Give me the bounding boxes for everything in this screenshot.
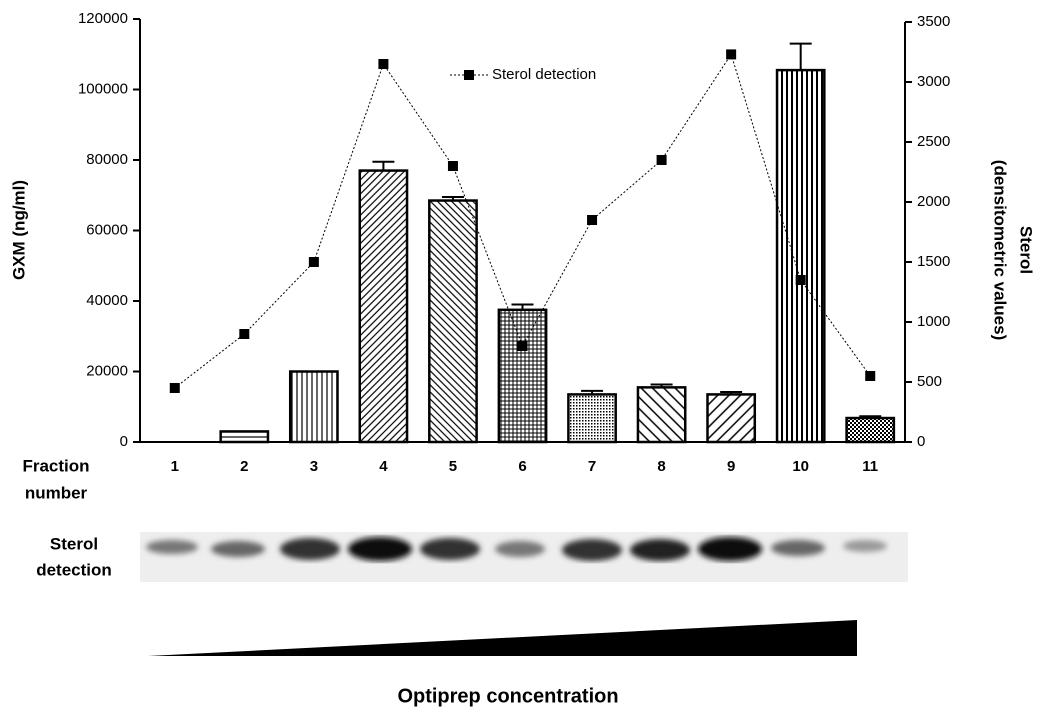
- marker: [518, 341, 528, 351]
- bar: [499, 310, 546, 442]
- marker: [587, 215, 597, 225]
- marker: [448, 161, 458, 171]
- x-tick-label: 9: [727, 458, 735, 475]
- row-label: Fraction: [22, 456, 89, 475]
- marker: [378, 59, 388, 69]
- y2-tick-label: 2000: [917, 193, 950, 210]
- marker: [865, 371, 875, 381]
- y-axis-title: GXM (ng/ml): [9, 180, 28, 280]
- x-tick-label: 4: [379, 458, 388, 475]
- y2-tick-label: 3500: [917, 13, 950, 30]
- blot-label: Sterol: [50, 534, 98, 553]
- x-tick-label: 10: [792, 458, 809, 475]
- x-tick-label: 5: [449, 458, 457, 475]
- bar: [360, 171, 407, 442]
- y-tick-label: 0: [120, 433, 128, 450]
- y-tick-label: 120000: [78, 10, 128, 27]
- y-tick-label: 80000: [86, 151, 128, 168]
- bar: [847, 418, 894, 442]
- x-tick-label: 1: [171, 458, 179, 475]
- row-label: number: [25, 483, 88, 502]
- error-bar: [790, 44, 812, 70]
- y2-axis-title: (densitometric values): [991, 160, 1010, 340]
- marker: [796, 275, 806, 285]
- y-tick-label: 100000: [78, 80, 128, 97]
- bar: [638, 387, 685, 442]
- y-tick-label: 60000: [86, 221, 128, 238]
- gradient-label: Optiprep concentration: [397, 685, 618, 707]
- marker: [657, 155, 667, 165]
- y2-tick-label: 1000: [917, 313, 950, 330]
- x-tick-label: 3: [310, 458, 318, 475]
- y2-tick-label: 500: [917, 373, 942, 390]
- bar: [707, 394, 754, 442]
- y-tick-label: 40000: [86, 292, 128, 309]
- gradient-wedge: [148, 620, 857, 656]
- marker: [309, 257, 319, 267]
- marker: [170, 383, 180, 393]
- y2-axis-title: Sterol: [1017, 226, 1036, 274]
- y-tick-label: 20000: [86, 362, 128, 379]
- bar: [777, 70, 824, 442]
- legend-label: Sterol detection: [492, 66, 596, 83]
- bar: [290, 372, 337, 443]
- x-tick-label: 6: [518, 458, 526, 475]
- bar: [568, 394, 615, 442]
- y2-tick-label: 3000: [917, 73, 950, 90]
- marker: [726, 49, 736, 59]
- legend-marker: [464, 70, 474, 80]
- x-tick-label: 7: [588, 458, 596, 475]
- figure: GXM (ng/ml) Sterol (densitometric values…: [0, 0, 1037, 714]
- y2-tick-label: 1500: [917, 253, 950, 270]
- x-tick-label: 2: [240, 458, 248, 475]
- blot-label: detection: [36, 560, 112, 579]
- bar: [221, 431, 268, 442]
- marker: [239, 329, 249, 339]
- y2-tick-label: 2500: [917, 133, 950, 150]
- error-bar: [372, 162, 394, 171]
- bar: [429, 201, 476, 442]
- blot: [140, 532, 908, 582]
- x-tick-label: 8: [657, 458, 665, 475]
- y2-tick-label: 0: [917, 433, 925, 450]
- x-tick-label: 11: [862, 458, 878, 475]
